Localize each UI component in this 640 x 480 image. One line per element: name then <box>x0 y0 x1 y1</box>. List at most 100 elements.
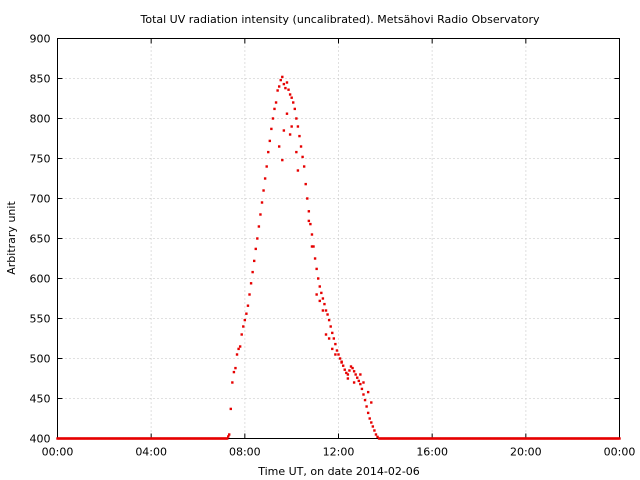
data-point <box>248 293 251 296</box>
data-point <box>284 86 287 90</box>
data-point <box>249 282 253 285</box>
data-point <box>285 112 289 115</box>
data-point <box>271 117 275 120</box>
y-tick-label: 850 <box>30 73 51 86</box>
data-point <box>370 421 373 424</box>
data-point <box>276 89 279 92</box>
data-point <box>318 299 321 303</box>
data-point <box>274 101 278 104</box>
data-point <box>273 107 276 111</box>
data-point <box>362 393 365 396</box>
x-axis-label: Time UT, on date 2014-02-06 <box>257 465 420 478</box>
data-point <box>237 347 240 351</box>
y-axis-label: Arbitrary unit <box>5 201 18 275</box>
data-point <box>302 165 306 168</box>
data-point <box>346 377 350 380</box>
data-point <box>251 270 254 274</box>
data-point <box>338 357 342 360</box>
data-point <box>242 325 245 328</box>
data-point <box>363 398 367 402</box>
data-point <box>348 369 351 372</box>
data-point <box>263 177 267 180</box>
data-point <box>290 125 293 128</box>
data-point <box>246 304 250 307</box>
data-point <box>331 347 334 351</box>
data-point <box>352 370 356 373</box>
data-point <box>245 312 248 315</box>
data-point <box>324 309 328 312</box>
y-tick-label: 750 <box>30 153 51 166</box>
data-point <box>285 81 289 84</box>
data-point <box>295 150 298 154</box>
data-point <box>282 82 286 86</box>
data-point <box>259 213 262 216</box>
data-point <box>376 435 379 439</box>
y-tick-label: 600 <box>30 273 51 286</box>
data-point <box>256 237 259 240</box>
data-point <box>240 333 243 336</box>
data-point <box>346 373 350 376</box>
y-tick-label: 700 <box>30 193 51 206</box>
data-point <box>352 381 356 384</box>
data-point <box>320 291 323 295</box>
data-point <box>301 155 304 159</box>
data-point <box>235 353 239 356</box>
data-point <box>262 189 265 192</box>
data-point <box>268 139 272 143</box>
data-point <box>292 101 295 104</box>
data-point <box>306 197 309 200</box>
data-point <box>337 353 340 356</box>
y-tick-label: 550 <box>30 313 51 326</box>
data-point <box>349 365 353 368</box>
data-point <box>368 417 371 420</box>
data-point <box>288 93 292 96</box>
data-point <box>307 210 311 213</box>
data-point <box>318 285 321 288</box>
data-point <box>618 437 621 440</box>
data-point <box>360 387 364 391</box>
y-tick-label: 400 <box>30 433 51 446</box>
x-tick-label: 00:00 <box>604 446 636 459</box>
data-point <box>323 302 326 306</box>
x-tick-label: 16:00 <box>416 446 448 459</box>
data-point <box>265 165 268 168</box>
data-point <box>331 331 334 335</box>
data-point <box>310 233 314 236</box>
data-point <box>359 382 362 386</box>
y-tick-label: 500 <box>30 353 51 366</box>
data-point <box>281 158 284 162</box>
y-tick-label: 650 <box>30 233 51 246</box>
data-point <box>277 145 281 148</box>
data-point <box>315 267 318 271</box>
data-point <box>312 245 315 248</box>
data-point <box>307 219 311 223</box>
data-point <box>309 222 312 226</box>
data-point <box>267 150 270 154</box>
data-point <box>341 364 345 367</box>
data-point <box>229 407 232 411</box>
data-point <box>228 433 231 436</box>
data-point <box>334 342 337 346</box>
data-point <box>354 373 357 376</box>
data-point <box>298 134 301 138</box>
data-point <box>293 107 296 111</box>
data-point <box>281 75 284 79</box>
data-point <box>334 353 337 356</box>
data-point <box>326 313 329 316</box>
grid-lines <box>57 38 620 439</box>
data-point <box>340 361 343 364</box>
data-point <box>254 247 257 251</box>
data-point <box>260 201 264 204</box>
data-point <box>287 88 290 91</box>
data-point <box>321 297 325 300</box>
data-point <box>335 349 339 352</box>
data-point <box>351 366 354 370</box>
data-point <box>374 433 378 436</box>
data-point <box>370 401 373 404</box>
data-point <box>282 129 286 132</box>
data-point <box>321 309 325 312</box>
data-point <box>327 318 331 322</box>
data-point <box>373 429 376 432</box>
data-point <box>296 169 300 172</box>
